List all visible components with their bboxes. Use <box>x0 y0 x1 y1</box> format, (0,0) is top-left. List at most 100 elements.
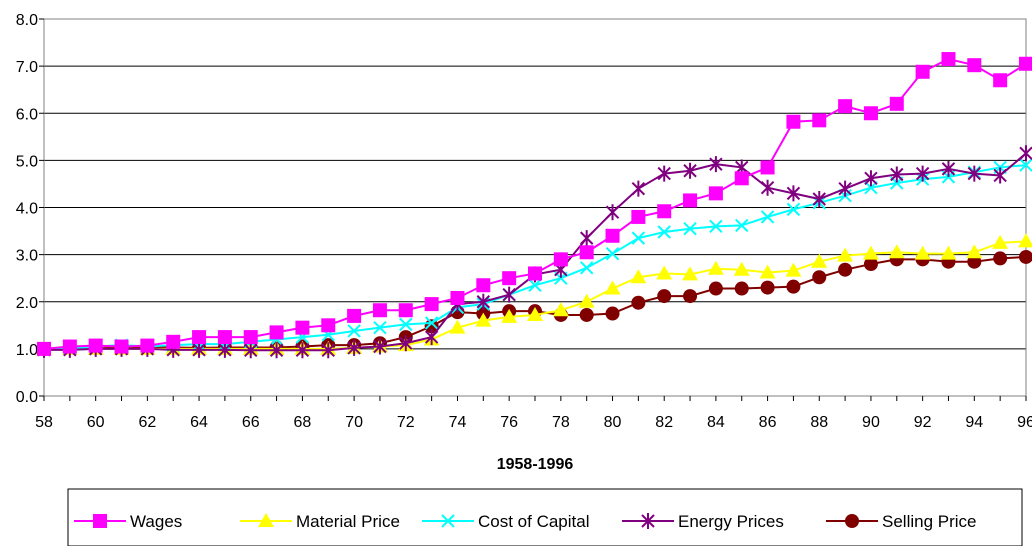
data-point <box>864 170 878 187</box>
data-point <box>244 342 258 359</box>
data-point <box>604 280 621 295</box>
data-point <box>605 246 620 261</box>
data-point <box>811 253 828 268</box>
data-point <box>579 307 594 322</box>
data-point <box>786 202 801 217</box>
data-point <box>192 341 206 358</box>
series-material-price <box>36 233 1032 355</box>
data-point <box>812 191 826 208</box>
data-point <box>424 316 439 330</box>
data-point <box>657 225 671 239</box>
data-point <box>760 280 775 295</box>
series-line <box>44 164 1027 350</box>
data-point <box>476 278 491 293</box>
x-tick-label: 68 <box>294 414 312 431</box>
x-tick-label: 76 <box>500 414 518 431</box>
data-point <box>605 228 620 243</box>
data-point <box>993 251 1008 266</box>
data-point <box>734 281 749 296</box>
legend-marker <box>845 514 859 528</box>
x-tick-label: 80 <box>604 414 622 431</box>
data-point <box>579 261 594 275</box>
legend-marker <box>441 514 455 528</box>
y-tick-label: 4.0 <box>16 201 38 218</box>
data-point <box>269 325 284 340</box>
data-point <box>347 308 362 323</box>
data-point <box>1019 56 1032 71</box>
y-tick-label: 3.0 <box>16 248 38 265</box>
x-tick-label: 94 <box>965 414 983 431</box>
data-point <box>708 186 723 201</box>
data-point <box>528 266 542 281</box>
legend-item: Material Price <box>240 512 400 531</box>
data-point <box>321 318 336 333</box>
data-point <box>941 52 956 67</box>
y-tick-label: 0.0 <box>16 389 38 406</box>
data-point <box>578 293 595 308</box>
legend-item: Wages <box>74 512 182 531</box>
data-point <box>347 339 361 356</box>
data-point <box>993 167 1007 184</box>
legend-label: Selling Price <box>882 512 977 531</box>
x-tick-label: 92 <box>914 414 932 431</box>
series-cost-of-capital <box>37 158 1032 356</box>
legend-label: Energy Prices <box>678 512 784 531</box>
x-axis-title: 1958-1996 <box>497 456 574 473</box>
series-wages <box>37 52 1032 356</box>
data-point <box>631 180 646 197</box>
data-point <box>373 338 387 355</box>
y-tick-label: 2.0 <box>16 295 38 312</box>
legend-label: Material Price <box>296 512 400 531</box>
data-point <box>838 262 853 277</box>
data-point <box>552 302 569 317</box>
data-point <box>683 289 698 304</box>
x-tick-label: 62 <box>138 414 156 431</box>
legend-item: Selling Price <box>826 512 977 531</box>
data-point <box>682 266 699 281</box>
data-point <box>733 261 750 276</box>
data-point <box>192 330 207 345</box>
data-point <box>890 166 904 183</box>
data-point <box>476 293 491 310</box>
legend-box <box>67 488 1023 546</box>
data-point <box>992 234 1009 249</box>
data-point <box>1019 158 1032 172</box>
data-point <box>863 106 878 121</box>
data-point <box>631 231 646 245</box>
data-point <box>1018 233 1032 248</box>
data-point <box>709 156 723 173</box>
data-point <box>37 341 51 356</box>
data-point <box>218 341 232 358</box>
data-point <box>734 171 749 186</box>
data-point <box>657 289 672 304</box>
data-point <box>399 335 413 352</box>
data-point <box>940 245 957 260</box>
x-tick-label: 64 <box>190 414 208 431</box>
legend: Wages Material Price Cost of Capital Energy… <box>67 488 1023 546</box>
series-line <box>44 240 1027 350</box>
x-tick-label: 82 <box>655 414 673 431</box>
data-point <box>785 262 802 277</box>
x-tick-label: 96 <box>1017 414 1032 431</box>
data-point <box>399 317 413 332</box>
data-point <box>864 181 878 195</box>
series-layer <box>36 52 1032 359</box>
data-point <box>553 252 568 267</box>
x-tick-label: 72 <box>397 414 415 431</box>
data-point <box>967 58 982 73</box>
data-point <box>786 279 801 294</box>
data-point <box>605 306 620 321</box>
data-point <box>166 334 181 349</box>
data-point <box>915 165 930 182</box>
y-tick-label: 6.0 <box>16 106 38 123</box>
data-point <box>501 308 518 323</box>
data-point <box>630 269 647 284</box>
data-point <box>760 210 775 224</box>
data-point <box>269 342 284 359</box>
data-point <box>967 165 982 182</box>
data-point <box>707 260 724 275</box>
data-point <box>372 303 387 318</box>
data-point <box>812 270 827 285</box>
data-point <box>708 281 723 296</box>
